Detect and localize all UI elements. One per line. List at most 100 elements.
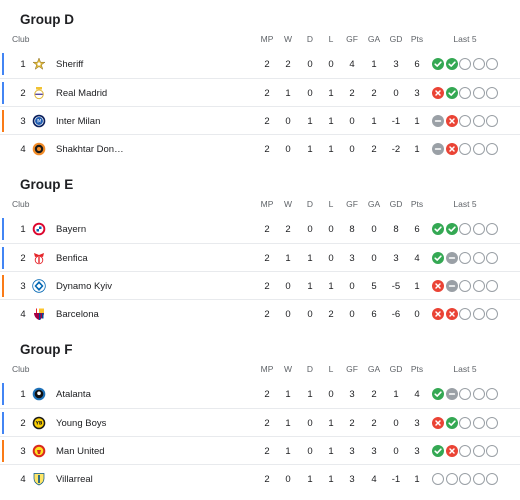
stat-gd: 0 xyxy=(393,418,399,429)
barcelona-crest-icon xyxy=(32,307,46,321)
loss-x-icon[interactable] xyxy=(445,308,458,320)
club-name[interactable]: Sheriff xyxy=(56,59,84,70)
last-5-results xyxy=(432,223,498,235)
stat-ga: 2 xyxy=(371,389,377,400)
club-name[interactable]: Bayern xyxy=(56,224,87,235)
svg-text:IM: IM xyxy=(37,119,42,124)
table-row[interactable]: 4 Barcelona 2 0 0 2 0 6 -6 0 xyxy=(0,299,520,327)
club-name[interactable]: Dynamo Kyiv xyxy=(56,281,112,292)
win-check-icon[interactable] xyxy=(445,223,458,235)
stat-gd: 3 xyxy=(393,253,399,264)
qualification-indicator xyxy=(2,218,4,240)
group-table: Group E Club MP W D L GF GA GD Pts Last 5 1 Bayern 2 2… xyxy=(0,177,520,327)
loss-x-icon[interactable] xyxy=(432,280,444,292)
stat-pts: 4 xyxy=(414,389,420,400)
loss-x-icon[interactable] xyxy=(445,445,458,457)
win-check-icon[interactable] xyxy=(432,58,444,70)
club-name[interactable]: Barcelona xyxy=(56,309,99,320)
table-row[interactable]: 1 Atalanta 2 1 1 0 3 2 1 4 xyxy=(0,380,520,408)
draw-dash-icon[interactable] xyxy=(445,252,458,264)
qualification-indicator xyxy=(2,82,4,104)
table-row[interactable]: 1 Bayern 2 2 0 0 8 0 8 6 xyxy=(0,215,520,243)
qualification-indicator xyxy=(2,53,4,75)
club-name[interactable]: Man United xyxy=(56,446,105,457)
stat-l: 0 xyxy=(328,224,334,235)
stat-w: 0 xyxy=(285,144,291,155)
win-check-icon[interactable] xyxy=(432,445,444,457)
win-check-icon[interactable] xyxy=(445,87,458,99)
win-check-icon[interactable] xyxy=(445,417,458,429)
inter-milan-crest-icon: IM xyxy=(32,114,46,128)
loss-x-icon[interactable] xyxy=(445,143,458,155)
win-check-icon[interactable] xyxy=(445,58,458,70)
stat-ga: 0 xyxy=(371,224,377,235)
stat-ga: 2 xyxy=(371,144,377,155)
stat-d: 0 xyxy=(307,88,313,99)
loss-x-icon[interactable] xyxy=(432,308,444,320)
empty-result-icon xyxy=(486,417,498,429)
stat-w: 2 xyxy=(285,59,291,70)
stat-w: 1 xyxy=(285,389,291,400)
draw-dash-icon[interactable] xyxy=(432,143,444,155)
svg-text:YB: YB xyxy=(35,421,43,427)
column-header-ga: GA xyxy=(367,34,381,44)
empty-result-icon xyxy=(459,388,471,400)
stat-pts: 3 xyxy=(414,418,420,429)
stat-gd: -1 xyxy=(391,474,401,485)
qualification-indicator xyxy=(2,440,4,462)
stat-d: 1 xyxy=(307,116,313,127)
table-row[interactable]: 3 IM Inter Milan 2 0 1 1 0 1 -1 1 xyxy=(0,106,520,134)
empty-result-icon xyxy=(459,223,471,235)
table-row[interactable]: 2 YB Young Boys 2 1 0 1 2 2 0 3 xyxy=(0,408,520,436)
empty-result-icon xyxy=(486,308,498,320)
table-row[interactable]: 4 Shakhtar Don… 2 0 1 1 0 2 -2 1 xyxy=(0,134,520,162)
empty-result-icon xyxy=(459,143,471,155)
stat-l: 1 xyxy=(328,144,334,155)
loss-x-icon[interactable] xyxy=(432,417,444,429)
table-row[interactable]: 4 Villarreal 2 0 1 1 3 4 -1 1 xyxy=(0,464,520,492)
club-name[interactable]: Villarreal xyxy=(56,474,93,485)
draw-dash-icon[interactable] xyxy=(445,280,458,292)
club-name[interactable]: Real Madrid xyxy=(56,88,108,99)
club-name[interactable]: Young Boys xyxy=(56,418,107,429)
last-5-results xyxy=(432,58,498,70)
stat-pts: 6 xyxy=(414,59,420,70)
table-row[interactable]: 1 Sheriff 2 2 0 0 4 1 3 6 xyxy=(0,50,520,78)
group-title: Group E xyxy=(20,177,74,192)
position: 2 xyxy=(20,88,26,99)
last-5-results xyxy=(432,115,498,127)
empty-result-icon xyxy=(472,388,485,400)
stat-w: 1 xyxy=(285,418,291,429)
column-header-mp: MP xyxy=(260,34,274,44)
loss-x-icon[interactable] xyxy=(432,87,444,99)
loss-x-icon[interactable] xyxy=(445,115,458,127)
empty-result-icon xyxy=(472,115,485,127)
win-check-icon[interactable] xyxy=(432,388,444,400)
stat-d: 1 xyxy=(307,474,313,485)
last-5-results xyxy=(432,87,498,99)
draw-dash-icon[interactable] xyxy=(445,388,458,400)
table-row[interactable]: 2 Benfica 2 1 1 0 3 0 3 4 xyxy=(0,243,520,271)
position: 4 xyxy=(20,144,26,155)
position: 4 xyxy=(20,309,26,320)
position: 1 xyxy=(20,59,26,70)
win-check-icon[interactable] xyxy=(432,223,444,235)
stat-mp: 2 xyxy=(264,281,270,292)
table-row[interactable]: 3 Man United 2 1 0 1 3 3 0 3 xyxy=(0,436,520,464)
stat-w: 1 xyxy=(285,253,291,264)
club-name[interactable]: Atalanta xyxy=(56,389,91,400)
stat-pts: 3 xyxy=(414,446,420,457)
stat-gf: 2 xyxy=(349,88,355,99)
empty-result-icon xyxy=(486,223,498,235)
club-name[interactable]: Benfica xyxy=(56,253,88,264)
club-name[interactable]: Inter Milan xyxy=(56,116,101,127)
table-row[interactable]: 2 Real Madrid 2 1 0 1 2 2 0 3 xyxy=(0,78,520,106)
stat-d: 0 xyxy=(307,446,313,457)
table-row[interactable]: 3 Dynamo Kyiv 2 0 1 1 0 5 -5 1 xyxy=(0,271,520,299)
club-name[interactable]: Shakhtar Don… xyxy=(56,144,124,155)
win-check-icon[interactable] xyxy=(432,252,444,264)
draw-dash-icon[interactable] xyxy=(432,115,444,127)
column-header-mp: MP xyxy=(260,364,274,374)
stat-w: 0 xyxy=(285,116,291,127)
stat-l: 2 xyxy=(328,309,334,320)
